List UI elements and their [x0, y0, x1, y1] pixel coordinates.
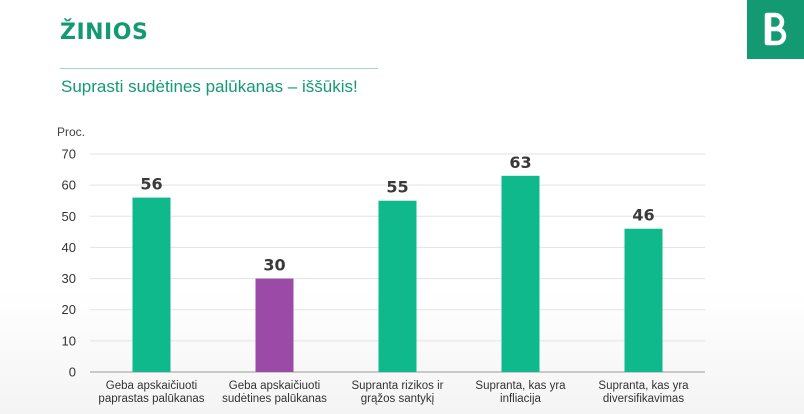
- bar[interactable]: [255, 278, 294, 372]
- bar[interactable]: [132, 197, 171, 372]
- y-tick-label: 0: [69, 365, 76, 380]
- bar-value-label: 56: [140, 175, 162, 194]
- x-category-label: Supranta, kas yra diversifikavimas: [598, 380, 689, 405]
- bar-value-label: 55: [386, 178, 408, 197]
- page-subtitle: Suprasti sudėtines palūkanas – iššūkis!: [61, 77, 358, 96]
- x-category-label: Supranta, kas yra infliacija: [475, 380, 566, 405]
- bar-value-label: 46: [632, 206, 654, 225]
- y-tick-label: 10: [62, 333, 76, 348]
- y-tick-label: 20: [62, 302, 76, 317]
- title-divider: [60, 68, 378, 69]
- bar[interactable]: [378, 200, 417, 372]
- bar-value-label: 63: [509, 153, 531, 172]
- y-axis-label: Proc.: [57, 125, 85, 139]
- x-category-label: Supranta rizikos ir grąžos santykį: [351, 380, 443, 405]
- y-tick-label: 70: [62, 147, 76, 162]
- x-category-label: Geba apskaičiuoti paprastas palūkanas: [98, 380, 204, 405]
- bar[interactable]: [624, 228, 663, 372]
- y-tick-label: 50: [62, 209, 76, 224]
- y-tick-label: 40: [62, 240, 76, 255]
- bar[interactable]: [501, 175, 540, 372]
- y-tick-label: 30: [62, 271, 76, 286]
- bar-value-label: 30: [263, 256, 285, 275]
- x-category-label: Geba apskaičiuoti sudėtines palūkanas: [222, 380, 327, 405]
- page-title: ŽINIOS: [60, 20, 149, 45]
- bank-logo-icon[interactable]: [747, 0, 804, 59]
- y-tick-label: 60: [62, 178, 76, 193]
